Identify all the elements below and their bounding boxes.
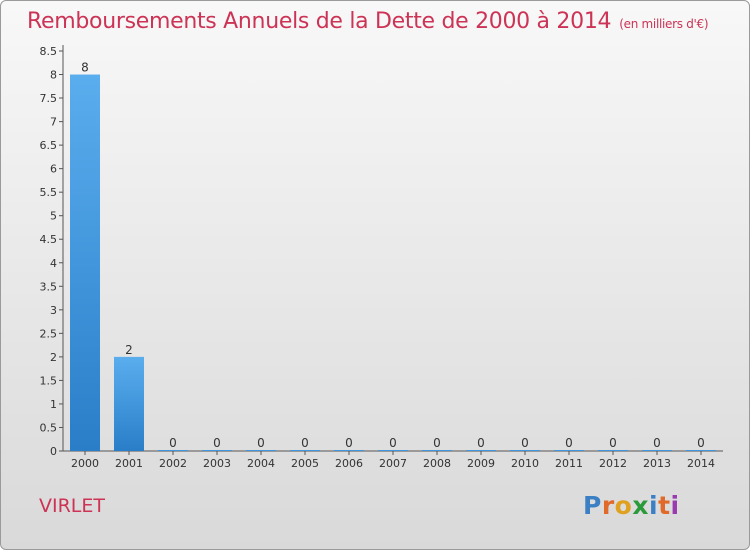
- x-tick-label: 2013: [643, 457, 671, 470]
- bar-2008: [422, 450, 452, 451]
- y-tick-label: 0: [50, 445, 57, 458]
- x-tick-label: 2001: [115, 457, 143, 470]
- bar-value-label: 0: [697, 436, 705, 450]
- y-tick-label: 1.5: [40, 374, 58, 387]
- logo-letter-x: x: [632, 491, 649, 520]
- x-tick-label: 2008: [423, 457, 451, 470]
- bar-value-label: 2: [125, 343, 133, 357]
- logo-letter-o: o: [614, 491, 633, 520]
- logo-letter-t: t: [658, 491, 671, 520]
- bar-2000: [70, 74, 100, 451]
- bar-2003: [202, 450, 232, 451]
- y-tick-label: 7: [50, 116, 57, 129]
- bar-value-label: 0: [653, 436, 661, 450]
- logo-letter-i1: i: [649, 491, 659, 520]
- bar-2002: [158, 450, 188, 451]
- bar-value-label: 0: [257, 436, 265, 450]
- x-tick-label: 2014: [687, 457, 715, 470]
- bar-2001: [114, 356, 144, 451]
- bar-value-label: 0: [345, 436, 353, 450]
- x-tick-label: 2010: [511, 457, 539, 470]
- y-tick-label: 5: [50, 210, 57, 223]
- bar-2004: [246, 450, 276, 451]
- bar-2006: [334, 450, 364, 451]
- x-tick-label: 2004: [247, 457, 275, 470]
- y-tick-label: 5.5: [40, 186, 58, 199]
- commune-name: VIRLET: [39, 495, 105, 517]
- chart-title: Remboursements Annuels de la Dette de 20…: [27, 9, 709, 34]
- proxiti-logo: Proxiti: [583, 491, 680, 520]
- bar-2010: [510, 450, 540, 451]
- y-tick-label: 6: [50, 163, 57, 176]
- x-tick-label: 2012: [599, 457, 627, 470]
- bar-value-label: 0: [301, 436, 309, 450]
- x-tick-label: 2006: [335, 457, 363, 470]
- x-tick-label: 2002: [159, 457, 187, 470]
- y-tick-label: 1: [50, 398, 57, 411]
- bar-2009: [466, 450, 496, 451]
- x-tick-label: 2007: [379, 457, 407, 470]
- y-tick-label: 4.5: [40, 233, 58, 246]
- y-tick-label: 6.5: [40, 139, 58, 152]
- logo-letter-p: P: [583, 491, 602, 520]
- bar-2012: [598, 450, 628, 451]
- bar-value-label: 0: [169, 436, 177, 450]
- y-tick-label: 7.5: [40, 92, 58, 105]
- bar-value-label: 0: [477, 436, 485, 450]
- bar-value-label: 8: [81, 61, 89, 75]
- chart-subtitle: (en milliers d'€): [619, 17, 709, 31]
- bar-2014: [686, 450, 716, 451]
- chart-title-text: Remboursements Annuels de la Dette de 20…: [27, 9, 612, 34]
- y-tick-label: 2.5: [40, 327, 58, 340]
- y-tick-label: 2: [50, 351, 57, 364]
- bar-2005: [290, 450, 320, 451]
- bar-2007: [378, 450, 408, 451]
- x-tick-label: 2009: [467, 457, 495, 470]
- logo-letter-i2: i: [670, 491, 680, 520]
- y-tick-label: 3.5: [40, 280, 58, 293]
- bar-2011: [554, 450, 584, 451]
- bar-value-label: 0: [565, 436, 573, 450]
- bar-value-label: 0: [389, 436, 397, 450]
- y-tick-label: 4: [50, 257, 57, 270]
- x-tick-label: 2005: [291, 457, 319, 470]
- y-tick-label: 8: [50, 69, 57, 82]
- bar-value-label: 0: [433, 436, 441, 450]
- x-tick-label: 2003: [203, 457, 231, 470]
- bar-value-label: 0: [609, 436, 617, 450]
- bar-value-label: 0: [521, 436, 529, 450]
- x-tick-label: 2011: [555, 457, 583, 470]
- bar-2013: [642, 450, 672, 451]
- logo-letter-r: r: [601, 491, 615, 520]
- bar-value-label: 0: [213, 436, 221, 450]
- x-tick-label: 2000: [71, 457, 99, 470]
- y-tick-label: 0.5: [40, 421, 58, 434]
- y-tick-label: 8.5: [40, 45, 58, 58]
- y-tick-label: 3: [50, 304, 57, 317]
